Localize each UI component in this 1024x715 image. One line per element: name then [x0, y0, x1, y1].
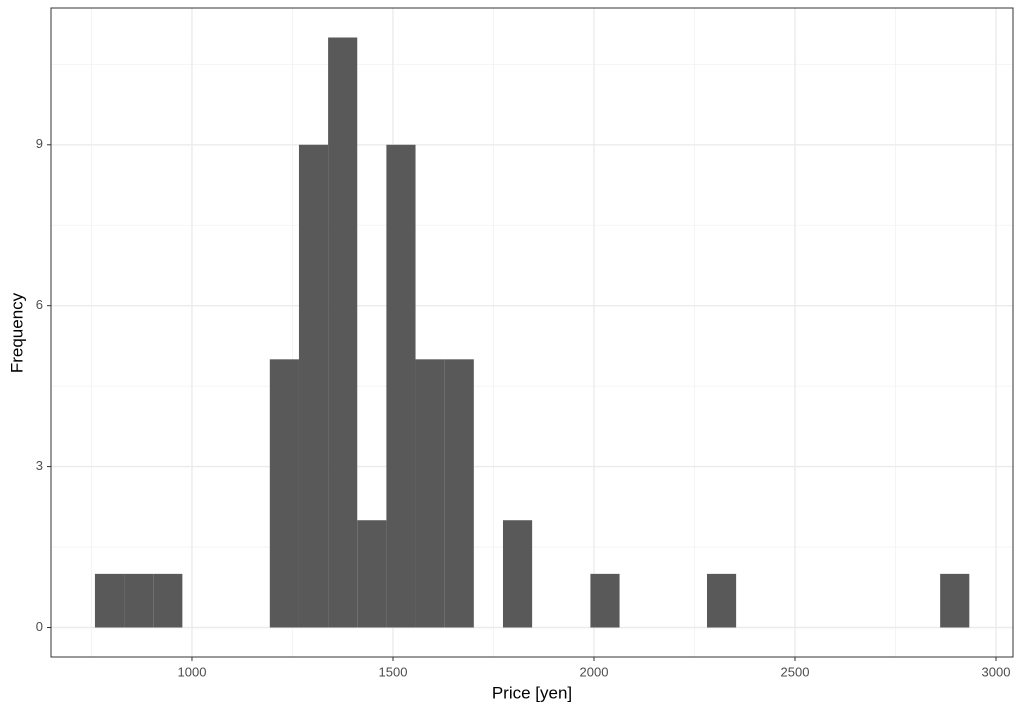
bar	[153, 573, 183, 628]
y-axis-title: Frequency	[7, 292, 26, 373]
bar	[269, 359, 299, 628]
x-axis-title: Price [yen]	[492, 683, 572, 702]
bar	[444, 359, 474, 628]
bar	[940, 573, 970, 628]
bar	[415, 359, 445, 628]
x-tick-label: 3000	[982, 664, 1011, 679]
x-tick-label: 2000	[580, 664, 609, 679]
y-tick-label: 0	[36, 619, 43, 634]
bar	[502, 520, 533, 628]
bar	[298, 144, 329, 628]
bar	[357, 520, 387, 628]
bar	[386, 144, 416, 628]
bar	[590, 573, 620, 628]
bar	[124, 573, 154, 628]
bar	[706, 573, 737, 628]
y-tick-label: 6	[36, 297, 43, 312]
y-tick-label: 3	[36, 458, 43, 473]
x-tick-label: 2500	[781, 664, 810, 679]
bar	[328, 37, 358, 628]
y-tick-label: 9	[36, 136, 43, 151]
x-tick-label: 1000	[178, 664, 207, 679]
x-tick-label: 1500	[379, 664, 408, 679]
bar	[94, 573, 125, 628]
panel-border	[50, 7, 1014, 658]
